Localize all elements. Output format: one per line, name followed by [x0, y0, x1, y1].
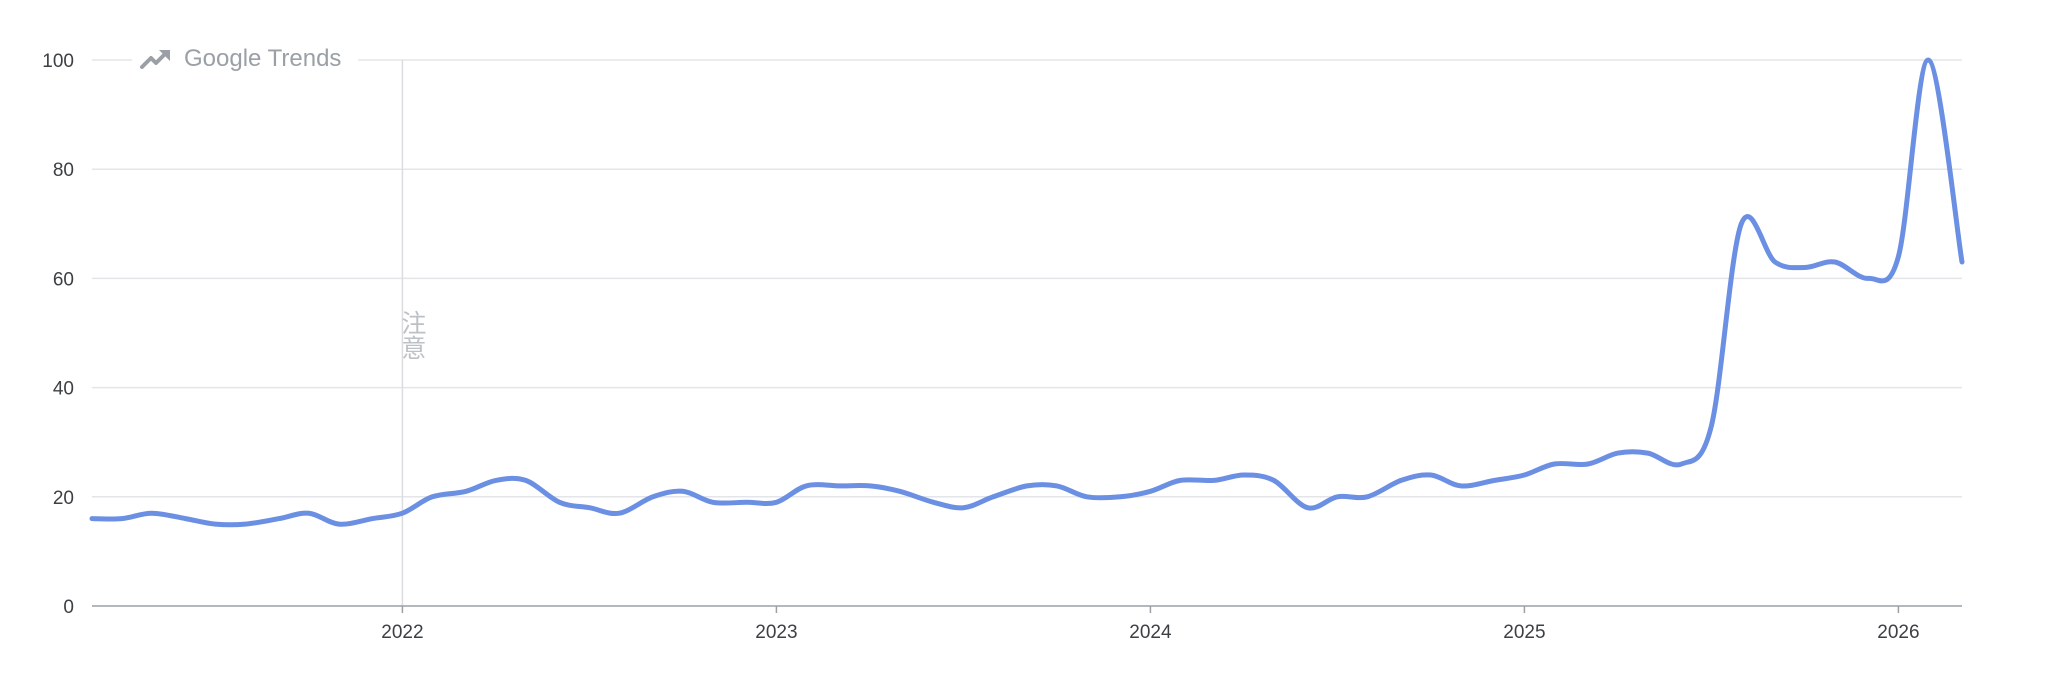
- data-point[interactable]: [330, 515, 348, 533]
- y-tick-label: 60: [53, 269, 74, 290]
- data-point[interactable]: [1112, 488, 1130, 506]
- data-point[interactable]: [1141, 482, 1159, 500]
- data-point[interactable]: [457, 482, 475, 500]
- x-tick-label: 2026: [1877, 622, 1919, 643]
- data-point[interactable]: [925, 493, 943, 511]
- data-point[interactable]: [610, 504, 628, 522]
- data-point[interactable]: [1171, 471, 1189, 489]
- data-point[interactable]: [1609, 444, 1627, 462]
- x-tick-label: 2022: [381, 622, 423, 643]
- data-point[interactable]: [1235, 466, 1253, 484]
- data-point[interactable]: [1048, 477, 1066, 495]
- data-point[interactable]: [1486, 471, 1504, 489]
- y-tick-label: 20: [53, 488, 74, 509]
- gridlines: [92, 59, 1962, 498]
- data-point[interactable]: [1205, 471, 1223, 489]
- data-point[interactable]: [797, 477, 815, 495]
- data-point[interactable]: [393, 504, 411, 522]
- data-point[interactable]: [83, 510, 101, 528]
- brand-label: Google Trends: [184, 45, 341, 72]
- data-point[interactable]: [423, 488, 441, 506]
- data-point[interactable]: [1953, 253, 1971, 271]
- data-point[interactable]: [1452, 477, 1470, 495]
- data-point[interactable]: [1732, 215, 1750, 233]
- data-point[interactable]: [1639, 444, 1657, 462]
- x-tick-label: 2025: [1503, 622, 1545, 643]
- annotation-label[interactable]: 注意: [398, 310, 427, 360]
- data-point[interactable]: [1766, 253, 1784, 271]
- data-point[interactable]: [1299, 499, 1317, 517]
- data-point[interactable]: [143, 504, 161, 522]
- data-point[interactable]: [1265, 471, 1283, 489]
- data-point[interactable]: [1328, 488, 1346, 506]
- x-tick-label: 2023: [755, 622, 797, 643]
- data-point[interactable]: [1422, 466, 1440, 484]
- data-point[interactable]: [767, 493, 785, 511]
- data-point[interactable]: [1919, 51, 1937, 69]
- trending-up-icon: [140, 50, 170, 69]
- data-point[interactable]: [644, 488, 662, 506]
- data-point[interactable]: [1358, 488, 1376, 506]
- data-point[interactable]: [674, 482, 692, 500]
- data-point[interactable]: [300, 504, 318, 522]
- data-point[interactable]: [1826, 253, 1844, 271]
- data-point[interactable]: [1673, 455, 1691, 473]
- series-line-0: [89, 57, 1965, 528]
- data-point[interactable]: [206, 515, 224, 533]
- data-point[interactable]: [364, 510, 382, 528]
- data-point[interactable]: [891, 482, 909, 500]
- y-axis: 0 20 40 60 80 100: [42, 51, 1962, 618]
- data-point[interactable]: [1579, 455, 1597, 473]
- y-tick-label: 0: [63, 597, 74, 618]
- data-point[interactable]: [1860, 269, 1878, 287]
- y-tick-label: 40: [53, 379, 74, 400]
- google-trends-brand: Google Trends: [132, 44, 358, 76]
- data-point[interactable]: [1515, 466, 1533, 484]
- data-point[interactable]: [861, 477, 879, 495]
- data-point[interactable]: [177, 510, 195, 528]
- annotation-marker: 注意: [398, 60, 427, 606]
- series-group: [83, 51, 1971, 533]
- data-point[interactable]: [1545, 455, 1563, 473]
- data-point[interactable]: [1889, 248, 1907, 266]
- data-point[interactable]: [1796, 258, 1814, 276]
- data-point[interactable]: [113, 510, 131, 528]
- data-point[interactable]: [580, 499, 598, 517]
- y-tick-label: 80: [53, 160, 74, 181]
- data-point[interactable]: [487, 471, 505, 489]
- data-point[interactable]: [1078, 488, 1096, 506]
- data-point[interactable]: [984, 488, 1002, 506]
- data-point[interactable]: [1702, 417, 1720, 435]
- data-point[interactable]: [270, 510, 288, 528]
- data-point[interactable]: [1392, 471, 1410, 489]
- data-point[interactable]: [517, 471, 535, 489]
- data-point[interactable]: [704, 493, 722, 511]
- data-point[interactable]: [1018, 477, 1036, 495]
- data-point[interactable]: [236, 515, 254, 533]
- data-point[interactable]: [831, 477, 849, 495]
- y-tick-label: 100: [42, 51, 74, 72]
- data-point[interactable]: [551, 493, 569, 511]
- x-axis: 2022 2023 2024 2025 2026: [381, 606, 1920, 643]
- data-point[interactable]: [738, 493, 756, 511]
- x-tick-label: 2024: [1129, 622, 1172, 643]
- data-point[interactable]: [954, 499, 972, 517]
